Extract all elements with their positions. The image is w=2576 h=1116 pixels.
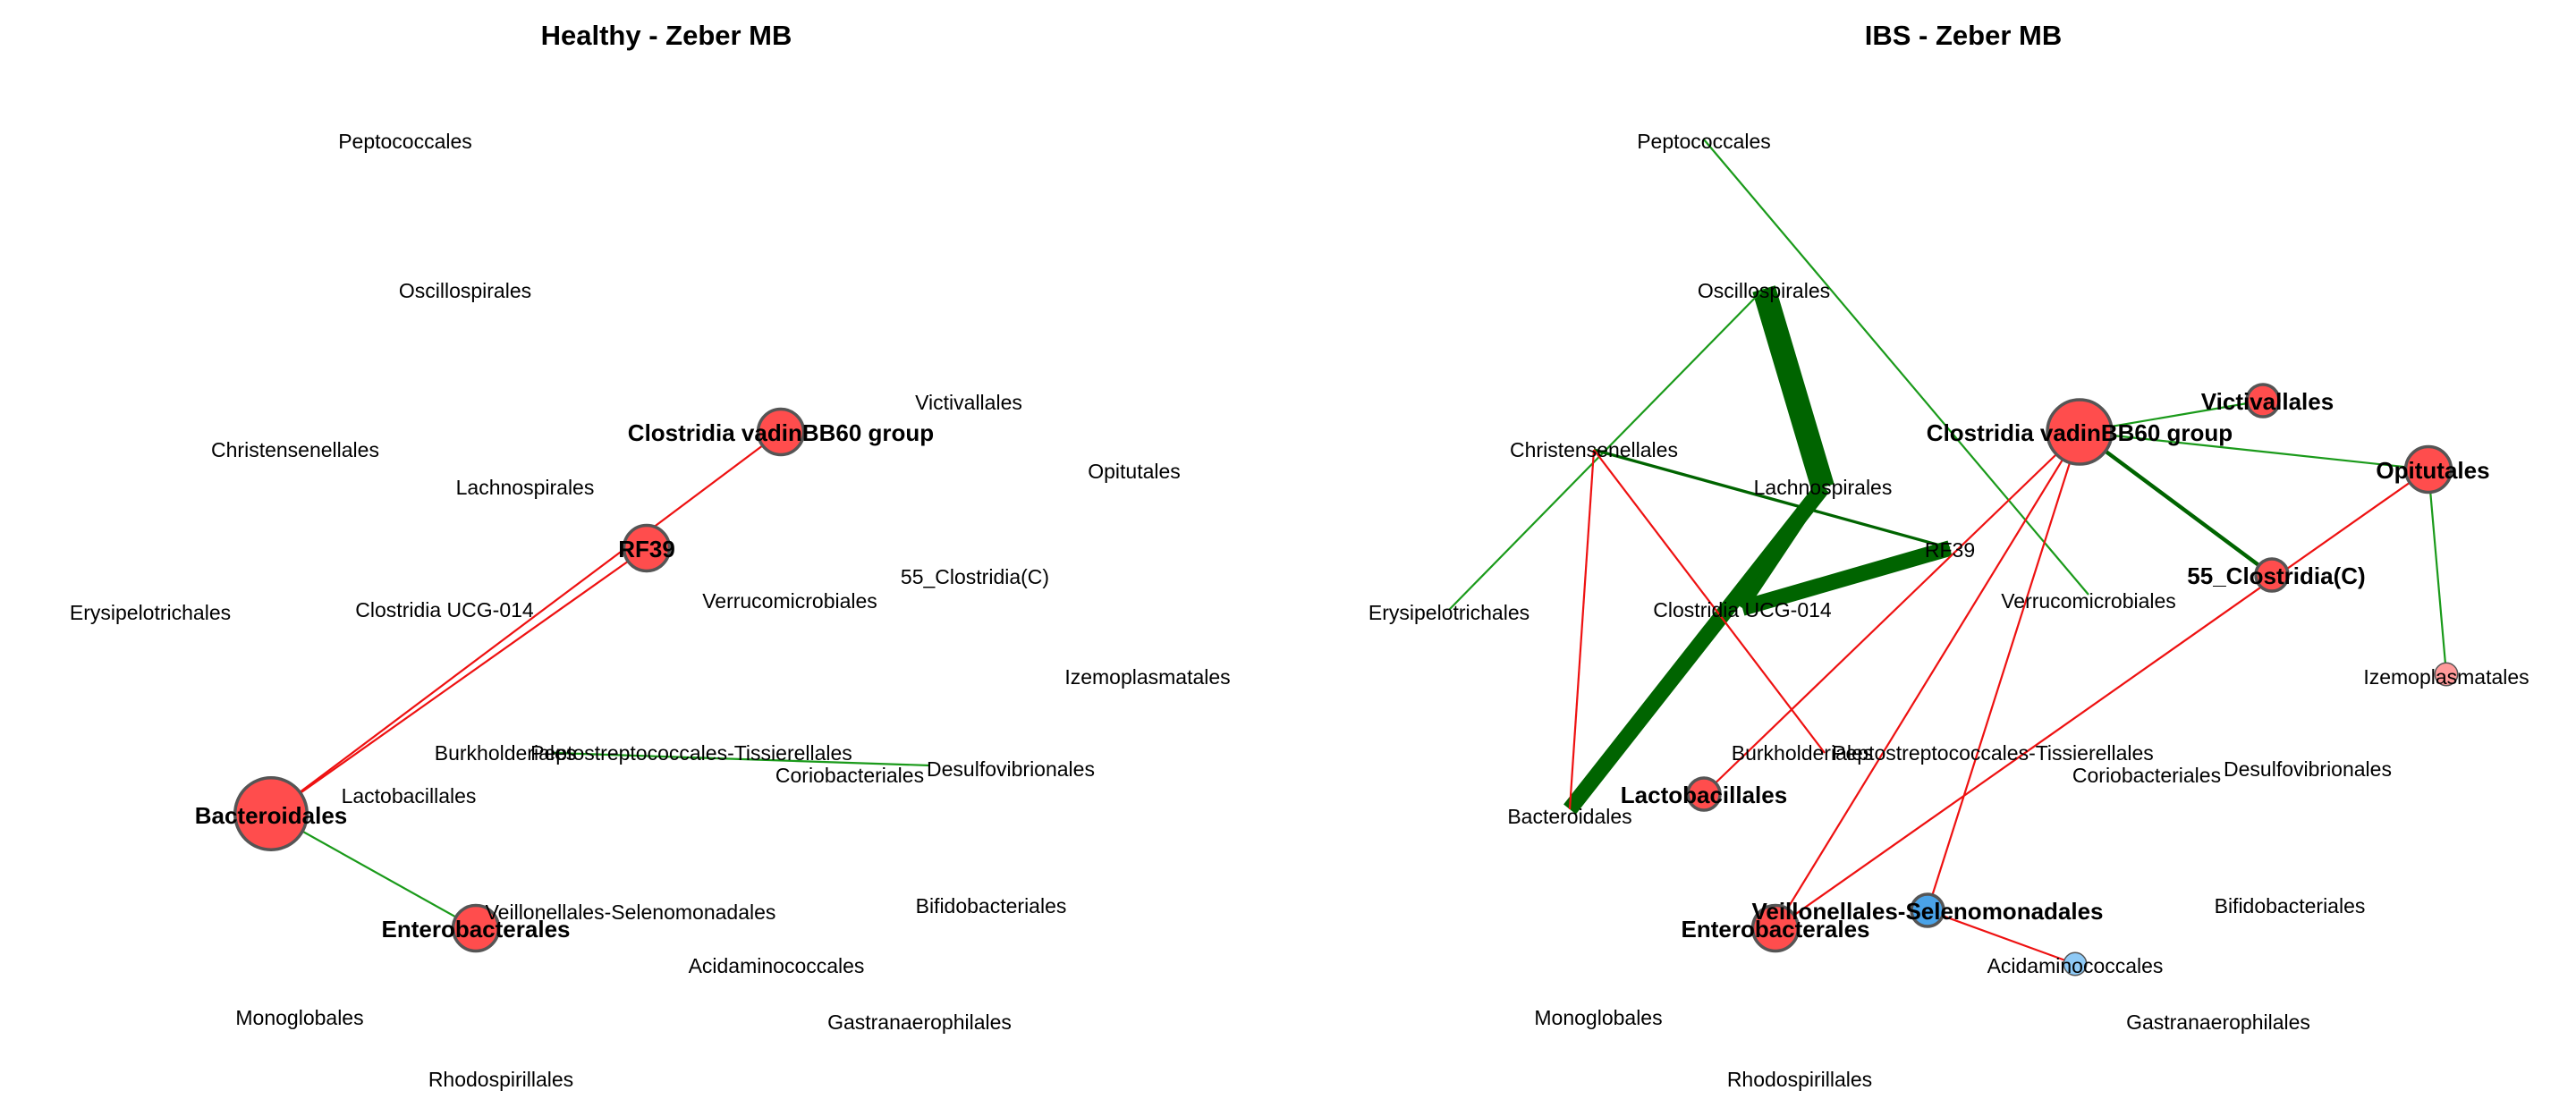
node-label-burkholderiales: Burkholderiales <box>435 741 577 765</box>
node-label-oscillospirales: Oscillospirales <box>1698 279 1830 302</box>
node-label-christensenellales: Christensenellales <box>1510 438 1678 461</box>
edge-clostridia-vadinbb60-group-55-clostridia-c <box>2078 430 2274 577</box>
edge-peptostreptococcales-tissierellales-desulfovibrionales <box>554 751 931 767</box>
node-label-bifidobacteriales: Bifidobacteriales <box>2215 894 2366 917</box>
node-label-peptococcales: Peptococcales <box>1637 130 1771 153</box>
edge-oscillospirales-lachnospirales <box>1752 285 1835 491</box>
node-label-enterobacterales: Enterobacterales <box>382 916 571 943</box>
node-label-rhodospirillales: Rhodospirillales <box>1727 1068 1872 1091</box>
node-label-55-clostridia-c: 55_Clostridia(C) <box>2187 562 2365 589</box>
node-rf39 <box>622 523 672 573</box>
node-label-rf39: RF39 <box>618 536 675 562</box>
node-label-55-clostridia-c: 55_Clostridia(C) <box>901 565 1049 588</box>
node-label-opitutales: Opitutales <box>1088 460 1181 483</box>
edge-bacteroidales-clostridia-vadinbb60-group <box>270 431 782 815</box>
node-label-monoglobales: Monoglobales <box>1534 1006 1662 1029</box>
node-label-enterobacterales: Enterobacterales <box>1682 916 1870 943</box>
node-label-izemoplasmatales: Izemoplasmatales <box>1064 665 1230 689</box>
node-label-gastranaerophilales: Gastranaerophilales <box>827 1010 1012 1034</box>
node-label-desulfovibrionales: Desulfovibrionales <box>927 757 1095 781</box>
node-label-gastranaerophilales: Gastranaerophilales <box>2126 1010 2310 1034</box>
edge-peptococcales-verrucomicrobiales <box>1703 139 2089 596</box>
node-label-erysipelotrichales: Erysipelotrichales <box>1368 601 1530 624</box>
edge-clostridia-vadinbb60-group-enterobacterales <box>1775 431 2080 929</box>
node-enterobacterales <box>1750 903 1801 953</box>
node-label-coriobacteriales: Coriobacteriales <box>775 764 924 787</box>
node-label-oscillospirales: Oscillospirales <box>399 279 531 302</box>
node-label-lactobacillales: Lactobacillales <box>1621 782 1787 808</box>
edge-bacteroidales-enterobacterales <box>270 813 477 929</box>
node-bacteroidales <box>233 776 309 851</box>
edge-veillonellales-selenomonadales-acidaminococcales <box>1927 909 2076 966</box>
node-label-christensenellales: Christensenellales <box>211 438 379 461</box>
node-label-veillonellales-selenomonadales: Veillonellales-Selenomonadales <box>1751 898 2103 925</box>
node-clostridia-vadinbb60-group <box>2046 398 2114 466</box>
node-clostridia-vadinbb60-group <box>756 407 806 457</box>
node-label-lachnospirales: Lachnospirales <box>1754 476 1893 499</box>
edge-clostridia-ucg-014-rf39 <box>1740 540 1953 616</box>
node-label-monoglobales: Monoglobales <box>235 1006 363 1029</box>
panel-title-ibs: IBS - Zeber MB <box>1865 20 2062 51</box>
node-label-lachnospirales: Lachnospirales <box>456 476 595 499</box>
network-panel-healthy: Peptococcales Oscillospirales Christensene… <box>70 130 1231 1091</box>
node-label-peptostreptococcales-tissierellales: Peptostreptococcales-Tissierellales <box>530 741 852 765</box>
node-label-bacteroidales: Bacteroidales <box>195 802 348 829</box>
node-label-victivallales: Victivallales <box>915 391 1022 414</box>
edge-clostridia-vadinbb60-group-lactobacillales <box>1703 431 2080 795</box>
node-veillonellales-selenomonadales <box>1910 892 1945 928</box>
node-label-victivallales: Victivallales <box>2201 388 2334 415</box>
node-label-izemoplasmatales: Izemoplasmatales <box>2363 665 2529 689</box>
node-lactobacillales <box>1686 776 1722 812</box>
edge-opitutales-izemoplasmatales <box>2427 469 2448 675</box>
node-victivallales <box>2245 383 2281 418</box>
edge-clostridia-vadinbb60-group-opitutales <box>2079 430 2429 471</box>
node-label-lactobacillales: Lactobacillales <box>342 784 477 807</box>
edge-christensenellales-peptostreptococcales-tissierellales <box>1593 449 1826 754</box>
node-label-burkholderiales: Burkholderiales <box>1732 741 1874 765</box>
edge-christensenellales-rf39 <box>1593 448 1951 550</box>
node-enterobacterales <box>451 903 501 953</box>
panel-title-healthy: Healthy - Zeber MB <box>541 20 792 51</box>
node-label-peptococcales: Peptococcales <box>338 130 472 153</box>
edge-clostridia-vadinbb60-group-veillonellales-selenomonadales <box>1926 431 2081 911</box>
edge-bacteroidales-rf39 <box>270 547 648 815</box>
node-label-verrucomicrobiales: Verrucomicrobiales <box>702 589 877 613</box>
node-acidaminococcales <box>2063 951 2088 976</box>
node-label-veillonellales-selenomonadales: Veillonellales-Selenomonadales <box>486 900 776 924</box>
node-label-desulfovibrionales: Desulfovibrionales <box>2224 757 2392 781</box>
node-label-clostridia-vadinbb60-group: Clostridia vadinBB60 group <box>628 419 934 446</box>
edge-christensenellales-bacteroidales <box>1568 449 1596 810</box>
network-panel-ibs: Peptococcales Oscillospirales Christensene… <box>1368 130 2529 1091</box>
node-label-bacteroidales: Bacteroidales <box>1507 805 1631 828</box>
node-label-coriobacteriales: Coriobacteriales <box>2072 764 2221 787</box>
edge-oscillospirales-erysipelotrichales <box>1448 288 1765 611</box>
node-label-rf39: RF39 <box>1925 538 1975 562</box>
node-label-acidaminococcales: Acidaminococcales <box>689 954 865 977</box>
node-izemoplasmatales <box>2434 662 2459 687</box>
node-label-clostridia-vadinbb60-group: Clostridia vadinBB60 group <box>1927 419 2233 446</box>
edge-lachnospirales-bacteroidales <box>1563 482 1829 815</box>
node-label-verrucomicrobiales: Verrucomicrobiales <box>2001 589 2176 613</box>
node-label-bifidobacteriales: Bifidobacteriales <box>916 894 1067 917</box>
node-label-acidaminococcales: Acidaminococcales <box>1987 954 2164 977</box>
node-label-rhodospirillales: Rhodospirillales <box>428 1068 573 1091</box>
node-opitutales <box>2403 444 2453 495</box>
node-label-opitutales: Opitutales <box>2376 457 2489 484</box>
node-label-peptostreptococcales-tissierellales: Peptostreptococcales-Tissierellales <box>1832 741 2154 765</box>
edge-opitutales-enterobacterales <box>1775 469 2429 929</box>
node-label-clostridia-ucg-014: Clostridia UCG-014 <box>1653 598 1832 621</box>
edge-lachnospirales-clostridia-ucg-014 <box>1738 484 1827 612</box>
node-label-clostridia-ucg-014: Clostridia UCG-014 <box>355 598 534 621</box>
node-label-erysipelotrichales: Erysipelotrichales <box>70 601 231 624</box>
node-55-clostridia-c <box>2254 557 2290 593</box>
